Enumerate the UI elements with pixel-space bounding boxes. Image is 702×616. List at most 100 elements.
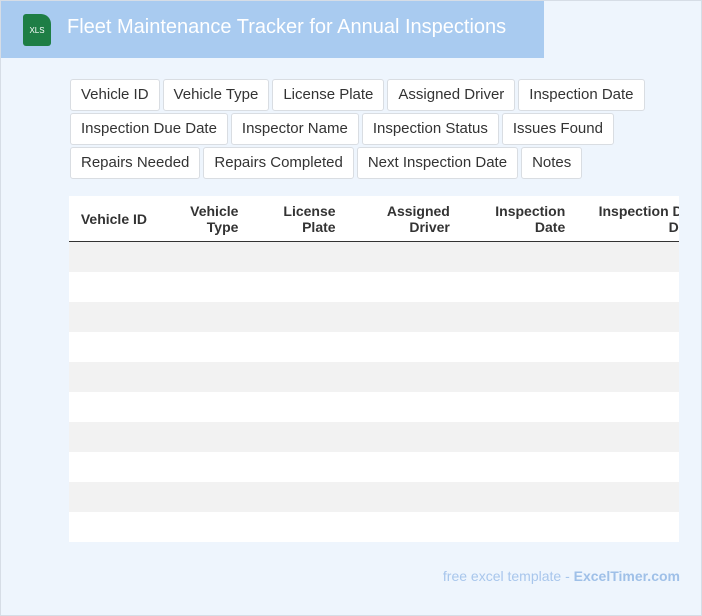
table-row (69, 272, 679, 302)
table-cell (248, 422, 345, 452)
file-icon: XLS (23, 14, 51, 46)
table-cell (575, 332, 679, 362)
field-tag[interactable]: Repairs Needed (70, 147, 201, 179)
table-cell (248, 392, 345, 422)
table-cell (248, 272, 345, 302)
table-grid: Vehicle ID Vehicle Type License Plate Assig… (69, 196, 679, 542)
table-cell (157, 242, 248, 272)
field-tag[interactable]: Notes (521, 147, 583, 179)
table-cell (460, 482, 575, 512)
table-cell (69, 302, 157, 332)
table-cell (69, 422, 157, 452)
field-tag[interactable]: Repairs Completed (203, 147, 354, 179)
table-cell (69, 242, 157, 272)
page-title: Fleet Maintenance Tracker for Annual Ins… (67, 16, 507, 38)
table-cell (460, 302, 575, 332)
table-cell (248, 482, 345, 512)
table-cell (460, 242, 575, 272)
header: XLS Fleet Maintenance Tracker for Annual… (1, 1, 544, 58)
table-cell (157, 482, 248, 512)
header-row: Vehicle ID Vehicle Type License Plate Assig… (69, 196, 679, 242)
table-row (69, 452, 679, 482)
column-header[interactable]: License Plate (248, 196, 346, 242)
table-cell (69, 272, 157, 302)
table-cell (346, 362, 460, 392)
table-cell (69, 482, 157, 512)
table-cell (460, 392, 575, 422)
table-cell (346, 512, 460, 542)
table-cell (69, 512, 157, 542)
column-header[interactable]: Inspection Date (459, 196, 576, 242)
table-cell (346, 422, 460, 452)
table-cell (157, 512, 248, 542)
table-row (69, 361, 679, 392)
field-tag[interactable]: Inspection Date (518, 79, 645, 111)
table-row (69, 392, 679, 422)
field-tag[interactable]: License Plate (272, 79, 385, 111)
field-list: Vehicle ID Vehicle Type License Plate Assig… (70, 79, 650, 179)
table-cell (575, 452, 679, 482)
footer-link[interactable]: ExcelTimer.com (573, 568, 680, 584)
table-cell (575, 362, 679, 392)
field-tag[interactable]: Inspection Status (361, 113, 499, 145)
table-row (69, 512, 679, 542)
table-cell (460, 452, 575, 482)
table-cell (69, 392, 157, 422)
table-cell (575, 392, 679, 422)
table-cell (157, 302, 248, 332)
column-header[interactable]: Inspection Due Date (575, 196, 679, 242)
table-cell (575, 242, 679, 272)
table-cell (248, 332, 345, 362)
table-cell (346, 302, 460, 332)
table-cell (248, 302, 345, 332)
table-cell (248, 362, 345, 392)
table-cell (157, 332, 248, 362)
field-tag[interactable]: Vehicle ID (70, 79, 160, 111)
table-cell (460, 332, 575, 362)
table-cell (248, 452, 345, 482)
table-cell (157, 422, 248, 452)
table: Vehicle ID Vehicle Type License Plate Assig… (69, 196, 679, 542)
table-cell (157, 392, 248, 422)
table-body (69, 241, 679, 542)
table-cell (575, 422, 679, 452)
table-cell (575, 482, 679, 512)
table-row (69, 481, 679, 512)
column-header[interactable]: Assigned Driver (345, 196, 460, 242)
table-row (69, 301, 679, 332)
table-cell (346, 242, 460, 272)
table-cell (346, 272, 460, 302)
table-cell (157, 452, 248, 482)
footer-text: free excel template - (442, 568, 574, 584)
table-cell (248, 242, 345, 272)
table-cell (346, 332, 460, 362)
table-cell (460, 362, 575, 392)
table-cell (69, 452, 157, 482)
field-tag[interactable]: Vehicle Type (162, 79, 270, 111)
table-cell (157, 272, 248, 302)
table-row (69, 241, 679, 272)
column-header[interactable]: Vehicle Type (157, 196, 249, 242)
table-cell (346, 482, 460, 512)
table-row (69, 421, 679, 452)
field-tag[interactable]: Inspection Due Date (70, 113, 228, 145)
table-cell (460, 422, 575, 452)
field-tag[interactable]: Assigned Driver (387, 79, 516, 111)
table-cell (460, 512, 575, 542)
table-cell (248, 512, 345, 542)
table-cell (69, 332, 157, 362)
table-row (69, 332, 679, 362)
table-cell (69, 362, 157, 392)
table-cell (575, 272, 679, 302)
column-header[interactable]: Vehicle ID (69, 196, 157, 242)
footer: free excel template - ExcelTimer.com (443, 568, 680, 584)
table-cell (346, 392, 460, 422)
field-tag[interactable]: Issues Found (501, 113, 614, 145)
table-cell (575, 302, 679, 332)
table-cell (460, 272, 575, 302)
field-tag[interactable]: Inspector Name (230, 113, 359, 145)
field-tag[interactable]: Next Inspection Date (356, 147, 519, 179)
table-cell (346, 452, 460, 482)
table-cell (157, 362, 248, 392)
